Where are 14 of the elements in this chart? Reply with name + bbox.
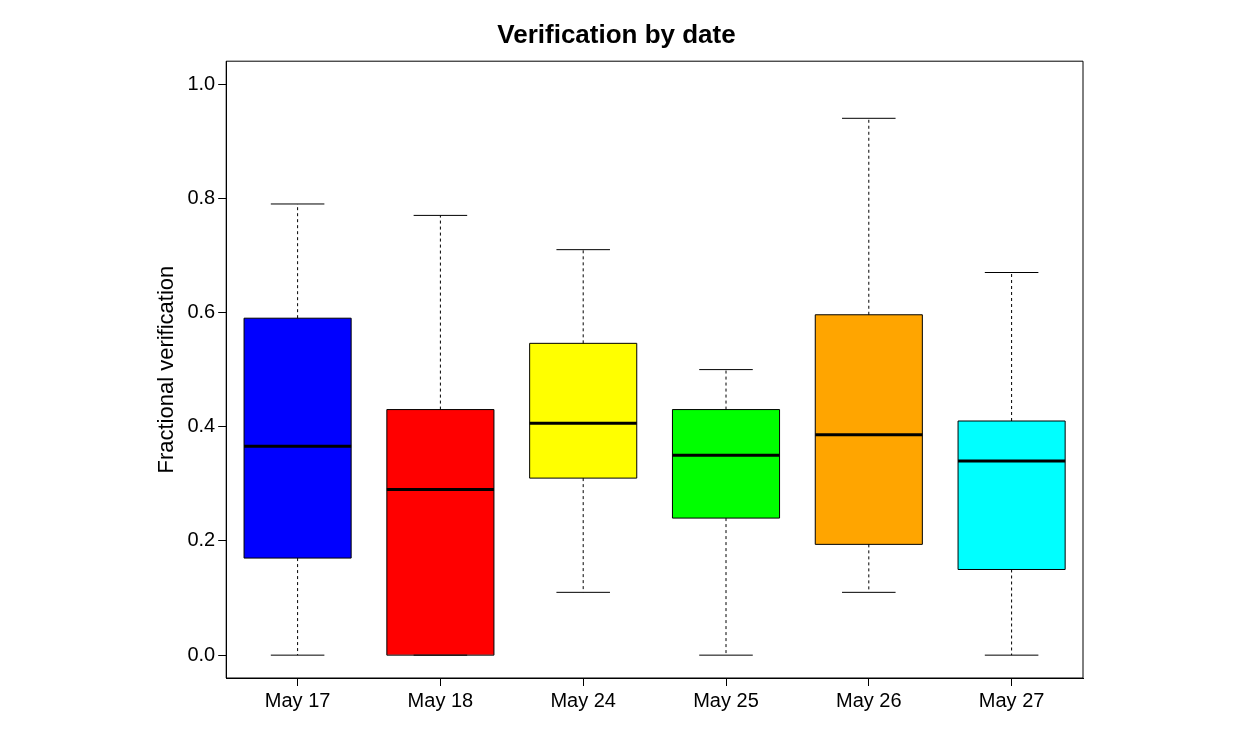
y-tick-label: 0.6 <box>187 300 216 322</box>
y-tick-label: 0.8 <box>187 185 216 208</box>
chart-title: Verification by date <box>497 18 736 49</box>
y-axis-title: Fractional verification <box>153 265 179 474</box>
x-tick-label: May 25 <box>693 688 759 711</box>
x-tick-label: May 27 <box>978 688 1045 711</box>
y-tick-label: 1.0 <box>187 71 216 94</box>
x-tick-label: May 18 <box>407 688 474 711</box>
x-tick-label: May 17 <box>264 688 331 711</box>
x-tick-label: May 24 <box>550 688 616 711</box>
y-tick-label: 0.4 <box>187 414 216 437</box>
x-tick-label: May 26 <box>836 688 902 711</box>
y-tick-label: 0.0 <box>187 642 216 665</box>
y-tick-label: 0.2 <box>187 528 216 551</box>
